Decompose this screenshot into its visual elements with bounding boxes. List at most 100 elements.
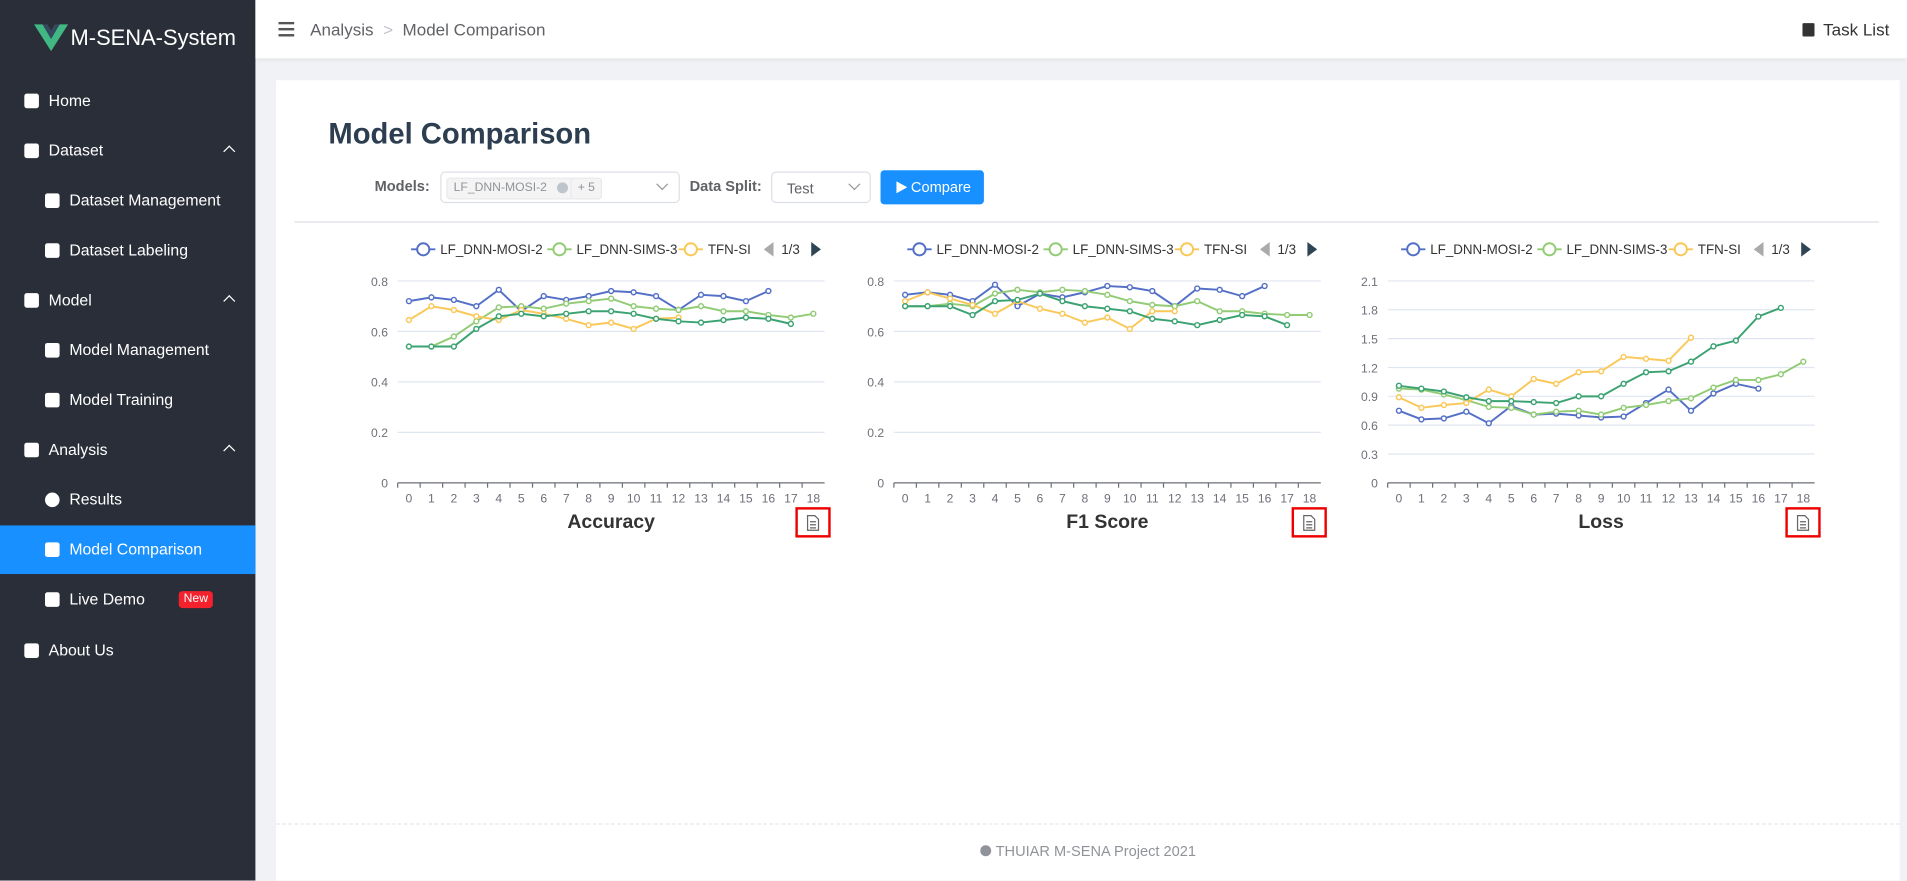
badge: New <box>178 591 213 609</box>
sidebar: M-SENA-System Home Dataset Dataset Manag… <box>0 0 256 881</box>
menu-label: Results <box>69 490 123 509</box>
menu-label: Model <box>48 290 92 309</box>
data-point <box>450 343 458 350</box>
data-point <box>1710 390 1717 397</box>
menu-item[interactable]: Model <box>0 276 255 325</box>
legend-prev <box>763 242 774 257</box>
compare-button[interactable]: Compare <box>880 170 984 205</box>
x-tick-label: 5 <box>1014 491 1021 505</box>
data-point <box>450 306 458 314</box>
page-title: Model Comparison <box>328 117 592 151</box>
data-point <box>1597 393 1605 400</box>
x-tick-label: 8 <box>1575 491 1582 505</box>
data-point <box>607 295 615 302</box>
model-select[interactable]: LF_DNN-MOSI-2 + 5 <box>440 171 680 204</box>
data-point <box>563 310 570 317</box>
data-point <box>765 315 772 322</box>
data-point <box>1149 301 1156 309</box>
menu-label: About Us <box>48 640 114 660</box>
menu-item[interactable]: Analysis <box>0 426 255 475</box>
data-point <box>1194 285 1201 292</box>
y-tick-label: 0.9 <box>1361 390 1378 404</box>
x-tick-label: 10 <box>627 491 641 505</box>
data-point <box>969 301 976 309</box>
data-point <box>787 320 795 328</box>
menu-item[interactable]: Dataset Management <box>0 176 255 225</box>
menu-label: Dataset <box>48 141 104 160</box>
data-point <box>1508 397 1515 405</box>
data-point <box>1485 386 1492 393</box>
data-point <box>901 303 909 310</box>
x-tick-label: 0 <box>1396 491 1403 505</box>
x-tick-label: 3 <box>473 491 480 505</box>
data-point <box>1553 399 1560 407</box>
data-point <box>1687 407 1695 414</box>
y-tick-label: 0.6 <box>867 325 884 339</box>
x-tick-label: 11 <box>1640 491 1653 505</box>
x-tick-label: 16 <box>1258 491 1272 505</box>
data-point <box>1620 413 1627 420</box>
data-point <box>991 297 999 305</box>
brand: M-SENA-System <box>70 25 236 50</box>
data-point <box>924 303 931 310</box>
data-point <box>1261 282 1268 290</box>
menu-item[interactable]: Dataset Labeling <box>0 226 255 275</box>
x-tick-label: 16 <box>1752 491 1766 505</box>
data-point <box>1597 411 1605 418</box>
hamburger[interactable] <box>278 21 295 37</box>
data-point <box>1485 397 1492 405</box>
data-point <box>787 314 795 321</box>
x-tick-label: 5 <box>518 491 525 505</box>
data-point <box>1216 308 1223 315</box>
data-point <box>495 304 502 311</box>
data-point <box>1620 380 1627 387</box>
x-tick-label: 12 <box>1168 491 1182 505</box>
menu-item-active[interactable]: Model Comparison <box>0 525 256 575</box>
footer-line <box>276 823 1900 825</box>
data-point <box>1395 394 1403 401</box>
menu-item[interactable]: Results <box>0 476 255 525</box>
data-point <box>946 295 954 302</box>
x-tick-label: 0 <box>406 491 413 505</box>
data-point <box>1059 297 1066 305</box>
menu-item[interactable]: Dataset <box>0 126 255 175</box>
form-label: Models: <box>374 177 430 195</box>
data-point <box>1508 404 1515 412</box>
task-list[interactable]: Task List <box>1823 19 1890 39</box>
data-point <box>495 286 502 293</box>
data-point <box>1171 318 1178 325</box>
data-point <box>1440 388 1448 395</box>
data-point <box>1463 394 1470 401</box>
x-tick-label: 2 <box>1440 491 1447 505</box>
x-tick-label: 13 <box>1190 491 1204 505</box>
data-point <box>630 310 637 317</box>
menu-item[interactable]: Model Management <box>0 326 255 375</box>
more-tag: + 5 <box>570 177 603 200</box>
data-point <box>1485 420 1492 427</box>
download-button <box>795 507 831 538</box>
data-point <box>1800 358 1807 365</box>
data-point <box>630 325 637 333</box>
data-point <box>585 292 592 300</box>
data-point <box>652 292 660 300</box>
data-point <box>1283 321 1291 329</box>
data-point <box>1575 407 1582 414</box>
menu-item[interactable]: About Us <box>0 626 255 675</box>
data-point <box>540 292 547 300</box>
breadcrumb[interactable]: Analysis <box>310 19 374 39</box>
data-point <box>1553 408 1560 415</box>
menu-item[interactable]: Model Training <box>0 376 255 425</box>
download-button <box>1785 507 1821 538</box>
split-select[interactable]: Test <box>771 171 871 204</box>
x-tick-label: 9 <box>1598 491 1605 505</box>
menu-item[interactable]: Live Demo New <box>0 575 255 624</box>
data-point <box>1575 369 1582 376</box>
x-tick-label: 17 <box>1280 491 1294 505</box>
x-tick-label: 6 <box>1037 491 1044 505</box>
data-point <box>1036 290 1044 297</box>
x-tick-label: 12 <box>672 491 686 505</box>
data-point <box>1126 297 1133 305</box>
menu-item[interactable]: Home <box>0 77 255 126</box>
data-point <box>1014 296 1021 304</box>
task-icon <box>1802 23 1815 37</box>
